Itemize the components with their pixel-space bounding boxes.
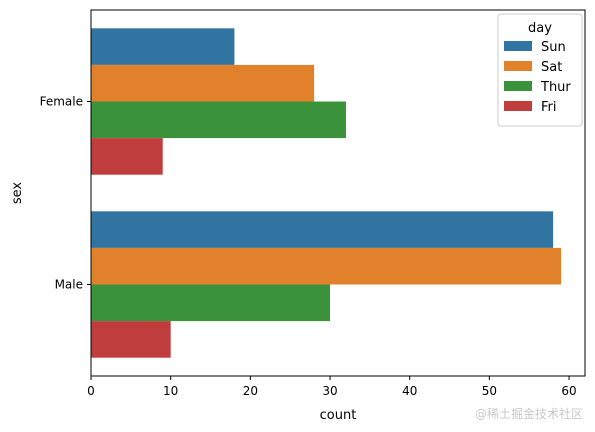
legend-label-sat: Sat <box>541 60 562 75</box>
legend-label-thur: Thur <box>540 80 571 95</box>
y-axis-label: sex <box>10 182 25 205</box>
x-tick-label: 60 <box>561 384 576 398</box>
x-axis: 0 10 20 30 40 50 60 <box>87 376 577 398</box>
y-axis: Female Male <box>40 95 91 292</box>
x-tick-label: 0 <box>87 384 95 398</box>
bars-group <box>91 28 562 358</box>
bar-male-thur <box>91 284 331 322</box>
x-tick-label: 10 <box>163 384 178 398</box>
y-tick-label-female: Female <box>40 95 83 109</box>
x-tick-label: 40 <box>402 384 417 398</box>
x-tick-label: 20 <box>243 384 258 398</box>
y-tick-label-male: Male <box>55 278 83 292</box>
watermark-text: @稀土掘金技术社区 <box>474 407 583 421</box>
x-tick-label: 30 <box>322 384 337 398</box>
bar-male-sun <box>91 211 554 248</box>
bar-female-sun <box>91 28 235 65</box>
legend-swatch-sat <box>504 61 532 71</box>
bar-female-thur <box>91 101 346 139</box>
x-axis-label: count <box>320 408 357 423</box>
plot-frame <box>90 9 586 377</box>
legend-swatch-sun <box>504 41 532 51</box>
bar-female-fri <box>91 138 163 175</box>
legend-title: day <box>528 21 552 36</box>
x-tick-label: 50 <box>482 384 497 398</box>
legend-label-fri: Fri <box>541 100 557 115</box>
bar-male-fri <box>91 321 171 358</box>
legend-swatch-fri <box>504 101 532 111</box>
bar-male-sat <box>91 247 562 285</box>
legend-swatch-thur <box>504 81 532 91</box>
legend-label-sun: Sun <box>541 40 566 55</box>
legend: day Sun Sat Thur Fri <box>497 13 583 127</box>
bar-female-sat <box>91 64 315 102</box>
